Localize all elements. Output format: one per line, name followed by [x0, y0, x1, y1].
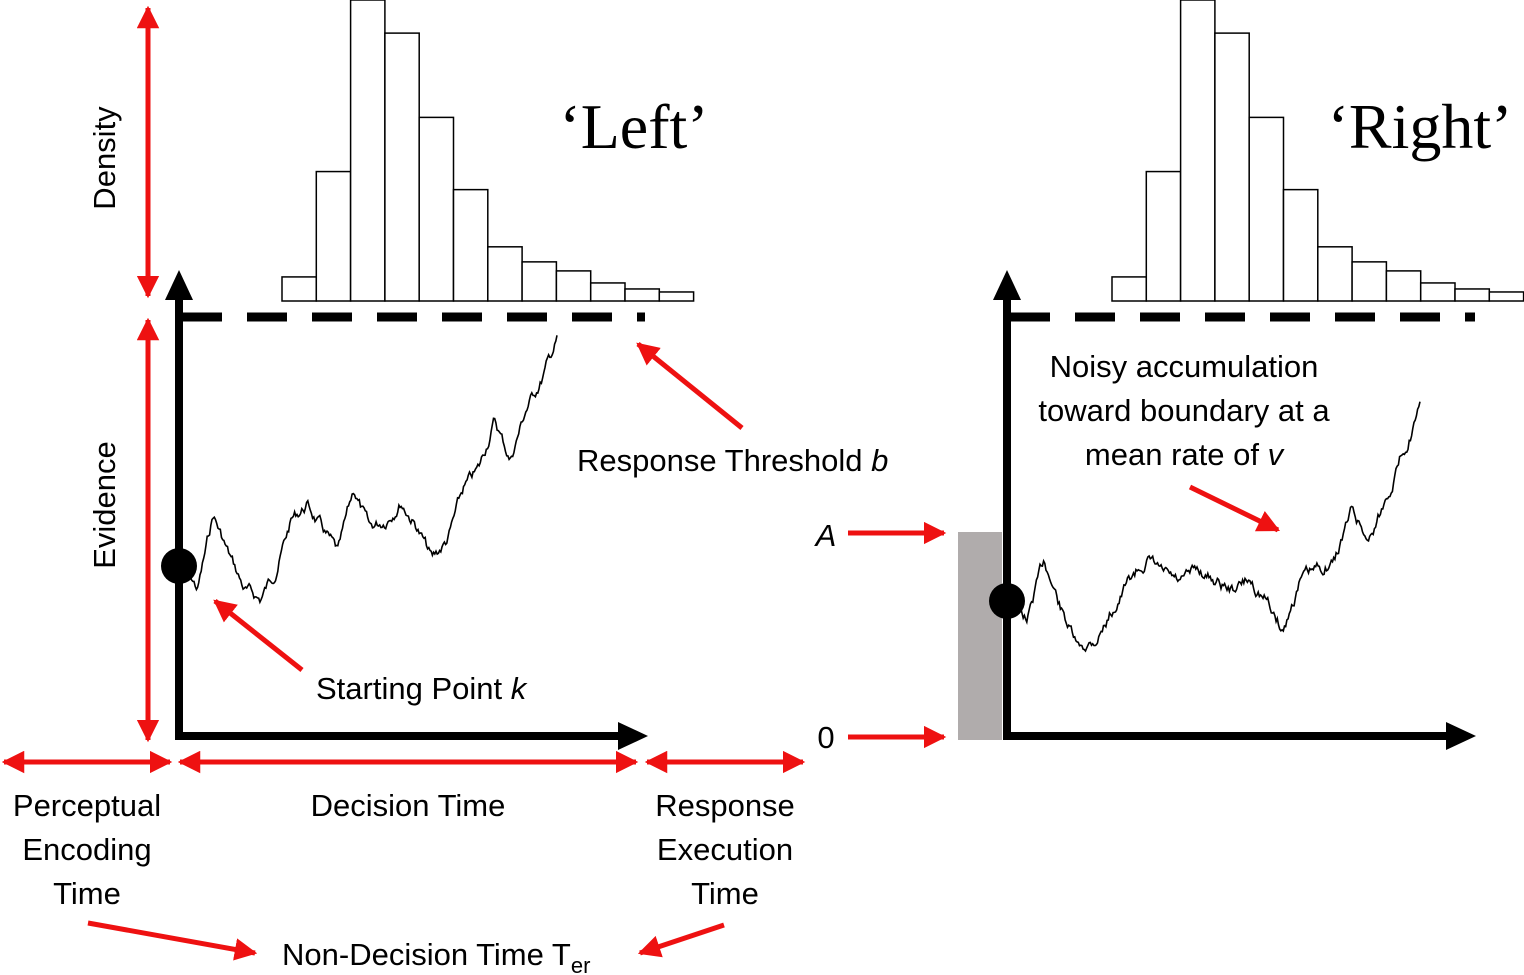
right-starting-point-dot — [989, 583, 1025, 619]
left-axes — [165, 270, 648, 750]
response-threshold-label: Response Threshold b — [577, 443, 888, 478]
left-time-axis-arrowhead — [618, 722, 648, 750]
histogram-bin-7 — [1351, 261, 1388, 302]
right-time-axis-arrowhead — [1446, 722, 1476, 750]
histogram-bin-7 — [521, 261, 558, 302]
histogram-bin-8 — [555, 270, 592, 302]
right-evidence-trace — [1009, 401, 1421, 653]
noisy-accumulation-line-2: toward boundary at a — [1038, 393, 1330, 428]
left-evidence-axis-arrowhead — [165, 270, 193, 300]
histogram-bin-2 — [349, 0, 386, 302]
threshold-pointer-arrow — [636, 342, 744, 430]
starting-point-label: Starting Point k — [316, 671, 528, 706]
non-decision-time-label: Non-Decision Time Ter — [282, 937, 590, 975]
histogram-bin-0 — [1111, 276, 1148, 302]
noisy-accumulation-line-1: Noisy accumulation — [1050, 349, 1319, 384]
response-label-line-2: Execution — [657, 832, 793, 867]
response-label-line-1: Response — [655, 788, 795, 823]
evidence-axis-label: Evidence — [87, 441, 122, 569]
left-evidence-trace — [181, 335, 558, 605]
histogram-bin-6 — [1317, 246, 1353, 302]
histogram-bin-8 — [1385, 270, 1422, 302]
perceptual-label-line-1: Perceptual — [13, 788, 161, 823]
histogram-bin-9 — [589, 282, 626, 302]
histogram-bin-4 — [1248, 116, 1285, 302]
histogram-bin-11 — [1488, 291, 1524, 302]
histogram-bin-0 — [281, 276, 318, 302]
response-to-nondecision-arrow — [637, 922, 725, 958]
noisy-accumulation-line-3: mean rate of v — [1085, 437, 1285, 472]
perceptual-label-line-3: Time — [53, 876, 121, 911]
right-axes — [958, 270, 1476, 750]
drift-rate-pointer-arrow — [1188, 484, 1281, 533]
start-point-range-box — [958, 532, 1002, 740]
perceptual-to-nondecision-arrow — [87, 920, 258, 961]
histogram-bin-3 — [1214, 32, 1250, 302]
left-panel-title: ‘Left’ — [559, 91, 708, 162]
histogram-bin-6 — [487, 246, 523, 302]
histogram-bin-4 — [418, 116, 455, 302]
histogram-bin-9 — [1419, 282, 1456, 302]
histogram-bin-2 — [1179, 0, 1216, 302]
perceptual-label-line-2: Encoding — [22, 832, 151, 867]
right-panel-title: ‘Right’ — [1328, 91, 1513, 162]
density-axis-label: Density — [87, 106, 122, 210]
start-range-upper-label: A — [814, 518, 837, 553]
right-evidence-axis-arrowhead — [993, 270, 1021, 300]
histogram-bin-11 — [658, 291, 695, 302]
histogram-bin-1 — [315, 170, 352, 302]
response-label-line-3: Time — [691, 876, 759, 911]
right-response-time-histogram — [1111, 0, 1524, 302]
zero-label: 0 — [817, 720, 834, 755]
decision-time-label: Decision Time — [311, 788, 506, 823]
left-starting-point-dot — [161, 548, 197, 584]
starting-point-pointer-arrow — [213, 599, 304, 672]
histogram-bin-3 — [384, 32, 420, 302]
left-response-time-histogram — [281, 0, 695, 302]
histogram-bin-5 — [452, 188, 489, 302]
histogram-bin-10 — [624, 288, 661, 302]
histogram-bin-10 — [1454, 288, 1491, 302]
histogram-bin-5 — [1282, 188, 1319, 302]
histogram-bin-1 — [1145, 170, 1182, 302]
